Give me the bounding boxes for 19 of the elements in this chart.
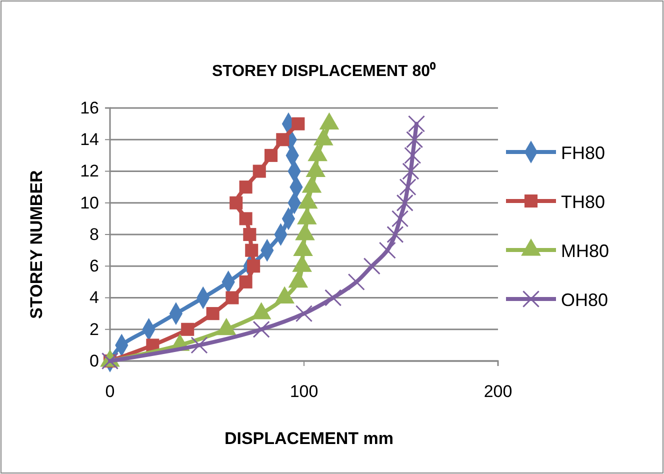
- x-tick-label: 200: [484, 382, 512, 402]
- y-tick-label: 6: [90, 256, 99, 276]
- y-tick-label: 4: [90, 288, 99, 308]
- y-tick-label: 0: [90, 351, 99, 370]
- y-tick-label: 14: [80, 130, 99, 150]
- chart-title: STOREY DISPLACEMENT 80⁰: [212, 62, 436, 80]
- y-tick-label: 12: [80, 162, 99, 181]
- y-tick-label: 2: [90, 320, 99, 339]
- legend-label: MH80: [561, 241, 610, 261]
- legend-label: TH80: [561, 192, 606, 212]
- y-axis-title: STOREY NUMBER: [27, 170, 46, 319]
- y-tick-label: 10: [80, 193, 99, 212]
- y-tick-label: 8: [90, 224, 99, 244]
- x-axis-title: DISPLACEMENT mm: [224, 429, 394, 448]
- x-tick-label: 100: [290, 382, 318, 402]
- legend-label: OH80: [561, 290, 608, 310]
- legend-label: FH80: [561, 143, 606, 163]
- y-tick-label: 16: [80, 98, 99, 118]
- x-tick-label: 0: [105, 382, 115, 402]
